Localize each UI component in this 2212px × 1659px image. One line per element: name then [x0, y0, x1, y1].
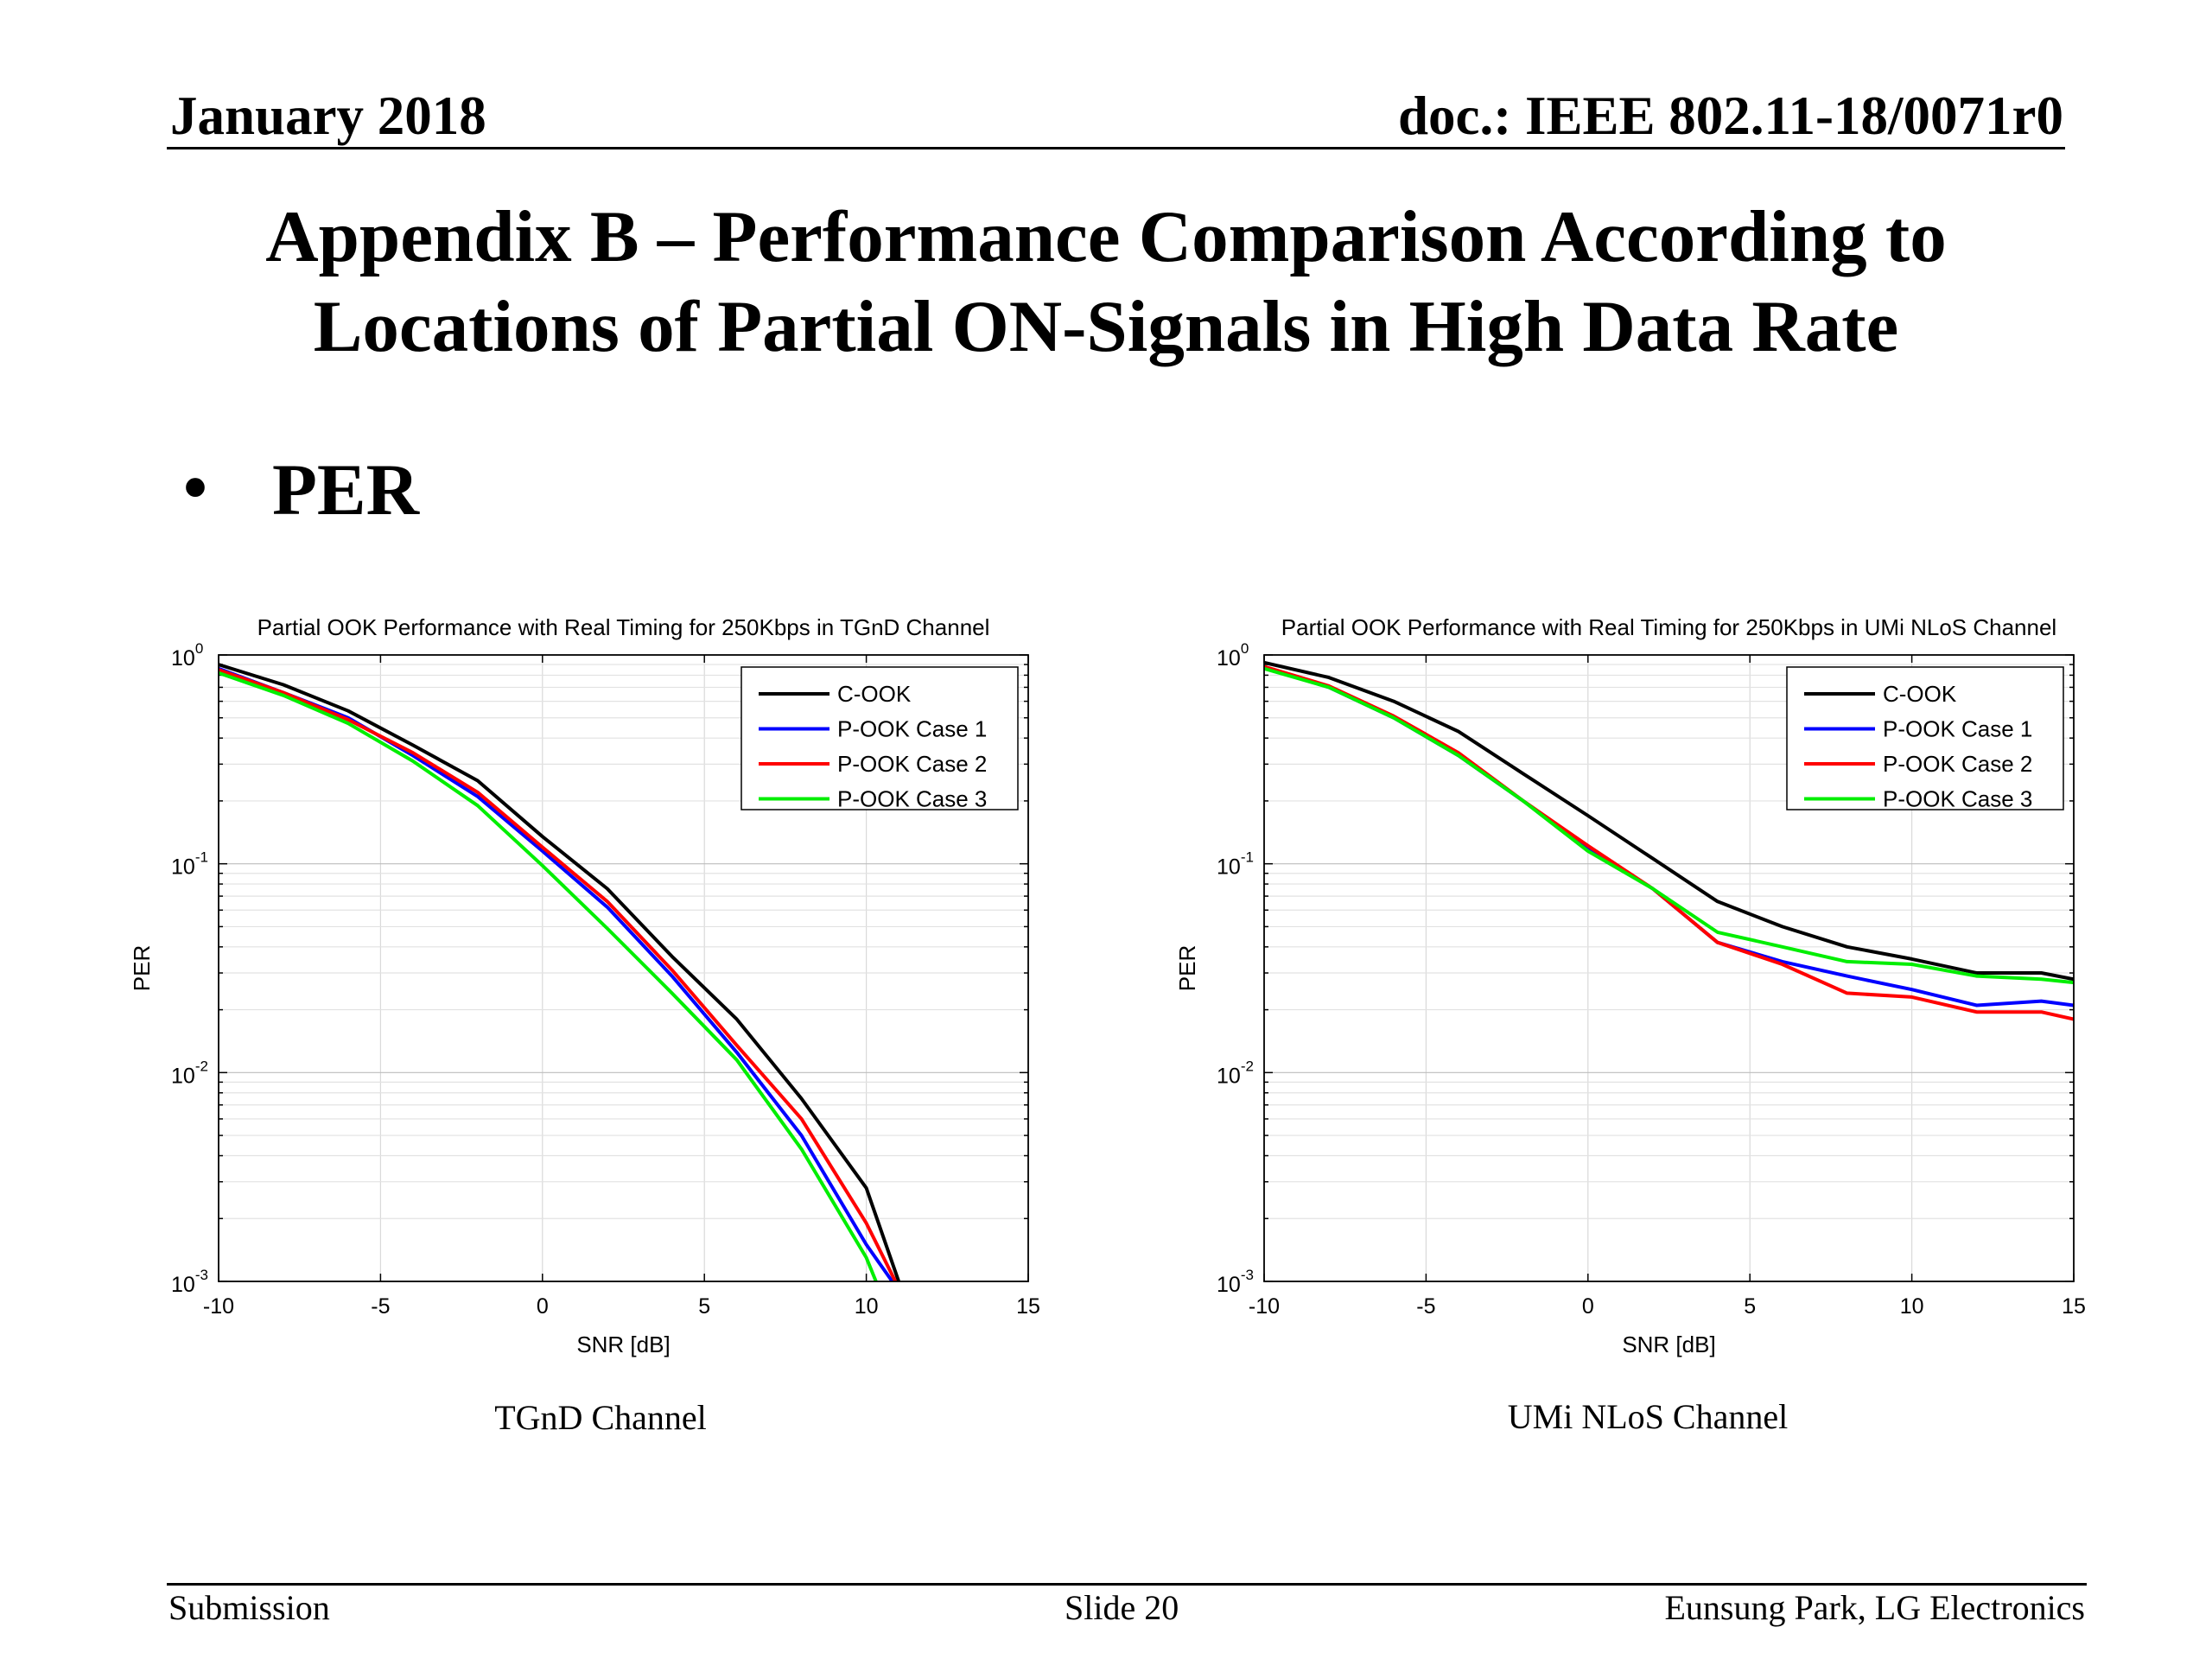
y-tick-exponent: -1	[1241, 849, 1254, 866]
y-tick-label: 10-3	[171, 1267, 208, 1297]
legend-box	[741, 666, 1019, 810]
y-tick-label: 10-3	[1217, 1267, 1254, 1297]
header-doc-id: doc.: IEEE 802.11-18/0071r0	[1397, 86, 2063, 146]
legend: C-OOK P-OOK Case 1 P-OOK Case 2 P-OOK Case …	[1786, 666, 2064, 812]
footer-author: Eunsung Park, LG Electronics	[1664, 1588, 2085, 1627]
y-tick-base: 10	[1217, 646, 1241, 671]
axes-box	[1263, 654, 2075, 1282]
y-tick-exponent: 0	[1241, 640, 1249, 657]
x-tick-label: 15	[1016, 1294, 1040, 1319]
series-line-p-ook-case-3	[1264, 666, 2074, 985]
y-tick-label: 100	[1217, 640, 1249, 671]
header-rule	[167, 147, 2065, 149]
bullet-marker: •	[183, 450, 208, 526]
legend-label-p-ook-case-3: P-OOK Case 3	[837, 786, 987, 812]
x-tick-label: -5	[1416, 1294, 1435, 1319]
footer-slide-number: Slide 20	[1065, 1588, 1179, 1627]
slide-title-line-1: Appendix B – Performance Comparison Acco…	[265, 196, 1947, 277]
y-tick-base: 10	[1217, 855, 1241, 880]
legend-label-p-ook-case-1: P-OOK Case 1	[837, 716, 987, 742]
axes-box	[218, 654, 1029, 1282]
y-axis-label: PER	[129, 945, 155, 991]
x-tick-label: 10	[855, 1294, 879, 1319]
x-tick-label: 5	[698, 1294, 710, 1319]
slide-title: Appendix B – Performance Comparison Acco…	[0, 192, 2212, 372]
caption-tgnd: TGnD Channel	[494, 1398, 707, 1437]
y-tick-exponent: -1	[195, 849, 208, 866]
legend: C-OOK P-OOK Case 1 P-OOK Case 2 P-OOK Case …	[741, 666, 1019, 812]
legend-label-c-ook: C-OOK	[1883, 681, 1957, 707]
caption-umi-nlos: UMi NLoS Channel	[1507, 1397, 1789, 1436]
slide-title-line-2: Locations of Partial ON-Signals in High …	[313, 286, 1899, 367]
series-lines	[1264, 660, 2074, 1021]
y-tick-exponent: 0	[195, 640, 203, 657]
series-line-p-ook-case-2	[219, 668, 898, 1281]
y-tick-label: 100	[171, 640, 203, 671]
x-axis-label: SNR [dB]	[576, 1332, 670, 1357]
series-line-p-ook-case-3	[219, 671, 878, 1281]
x-tick-label: 0	[537, 1294, 549, 1319]
legend-label-p-ook-case-3: P-OOK Case 3	[1883, 786, 2032, 812]
y-tick-base: 10	[1217, 1273, 1241, 1297]
y-tick-base: 10	[171, 646, 195, 671]
x-tick-label: 0	[1582, 1294, 1594, 1319]
series-lines	[219, 663, 900, 1281]
series-line-c-ook	[1264, 660, 2074, 982]
legend-label-p-ook-case-1: P-OOK Case 1	[1883, 716, 2032, 742]
y-tick-base: 10	[171, 855, 195, 880]
series-line-c-ook	[219, 663, 900, 1281]
footer-rule	[167, 1583, 2087, 1586]
header-date: January 2018	[170, 86, 486, 146]
y-tick-exponent: -2	[1241, 1058, 1254, 1074]
legend-box	[1786, 666, 2064, 810]
y-axis-label: PER	[1174, 945, 1200, 991]
legend-label-c-ook: C-OOK	[837, 681, 912, 707]
bullet-text: PER	[272, 449, 419, 531]
x-axis-label: SNR [dB]	[1622, 1332, 1715, 1357]
y-tick-base: 10	[171, 1273, 195, 1297]
chart-title: Partial OOK Performance with Real Timing…	[257, 614, 990, 640]
y-tick-exponent: -2	[195, 1058, 208, 1074]
y-tick-base: 10	[1217, 1064, 1241, 1088]
x-tick-label: -10	[1249, 1294, 1280, 1319]
x-tick-label: -10	[203, 1294, 234, 1319]
legend-label-p-ook-case-2: P-OOK Case 2	[1883, 751, 2032, 777]
y-tick-base: 10	[171, 1064, 195, 1088]
x-tick-label: -5	[371, 1294, 390, 1319]
footer-submission: Submission	[168, 1588, 330, 1627]
chart-title: Partial OOK Performance with Real Timing…	[1281, 614, 2056, 640]
legend-label-p-ook-case-2: P-OOK Case 2	[837, 751, 987, 777]
y-tick-exponent: -3	[1241, 1267, 1254, 1283]
y-tick-label: 10-1	[171, 849, 208, 880]
y-tick-label: 10-2	[171, 1058, 208, 1088]
x-tick-label: 15	[2062, 1294, 2086, 1319]
x-tick-label: 5	[1744, 1294, 1756, 1319]
y-tick-label: 10-1	[1217, 849, 1254, 880]
x-tick-label: 10	[1900, 1294, 1924, 1319]
y-tick-label: 10-2	[1217, 1058, 1254, 1088]
y-tick-exponent: -3	[195, 1267, 208, 1283]
